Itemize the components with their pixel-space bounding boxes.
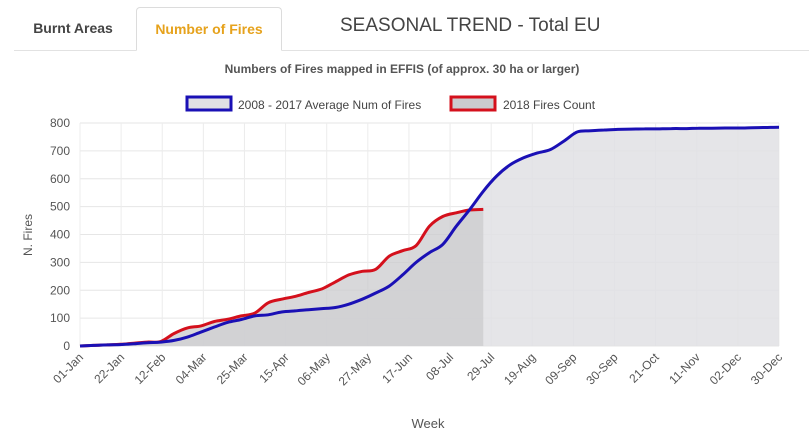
page-title: SEASONAL TREND - Total EU (340, 15, 601, 36)
y-tick-label: 400 (50, 228, 70, 242)
x-tick-label: 29-Jul (464, 350, 497, 383)
x-tick-label: 30-Dec (748, 350, 785, 387)
x-tick-label: 17-Jun (379, 350, 415, 386)
x-axis-label: Week (412, 416, 445, 431)
tab-burnt-areas[interactable]: Burnt Areas (33, 20, 113, 36)
x-tick-label: 06-May (295, 350, 333, 388)
y-tick-label: 200 (50, 283, 70, 297)
y-axis-label: N. Fires (21, 214, 35, 256)
tab-number-of-fires[interactable]: Number of Fires (136, 7, 282, 51)
area-fill-2018 (80, 209, 484, 346)
x-tick-label: 27-May (336, 350, 374, 388)
legend-item-average[interactable]: 2008 - 2017 Average Num of Fires (185, 95, 421, 112)
tabs-bar: Burnt Areas Number of Fires (14, 7, 809, 51)
x-tick-label: 25-Mar (214, 350, 251, 387)
x-axis-ticks: 01-Jan 22-Jan 12-Feb 04-Mar 25-Mar 15-Apr 06-M… (50, 350, 785, 389)
series-line-average (79, 125, 780, 348)
legend-label-average: 2008 - 2017 Average Num of Fires (238, 98, 421, 112)
legend-swatch-average (185, 95, 233, 112)
legend-label-2018: 2018 Fires Count (503, 98, 596, 112)
series-lines (79, 125, 780, 348)
y-tick-label: 600 (50, 172, 70, 186)
y-axis-ticks: 0 100 200 300 400 500 600 700 800 (50, 116, 70, 353)
x-tick-label: 30-Sep (583, 350, 620, 387)
x-tick-label: 04-Mar (173, 350, 210, 387)
x-tick-label: 01-Jan (50, 350, 86, 386)
legend-swatch-2018 (449, 95, 497, 112)
y-tick-label: 0 (63, 339, 70, 353)
y-tick-label: 100 (50, 311, 70, 325)
area-fills (80, 127, 779, 346)
x-tick-label: 21-Oct (626, 350, 662, 386)
y-tick-label: 700 (50, 144, 70, 158)
legend-item-2018[interactable]: 2018 Fires Count (449, 95, 596, 112)
x-tick-label: 08-Jul (423, 350, 456, 383)
x-tick-label: 02-Dec (707, 350, 744, 387)
area-fill-average (80, 127, 779, 346)
x-tick-label: 22-Jan (91, 350, 127, 386)
y-tick-label: 300 (50, 255, 70, 269)
x-tick-label: 12-Feb (132, 350, 169, 387)
x-tick-label: 09-Sep (542, 350, 579, 387)
x-tick-label: 19-Aug (501, 350, 538, 387)
chart-title: Numbers of Fires mapped in EFFIS (of app… (225, 62, 580, 76)
x-tick-label: 15-Apr (256, 350, 291, 385)
y-tick-label: 800 (50, 116, 70, 130)
legend: 2008 - 2017 Average Num of Fires 2018 Fi… (185, 95, 596, 112)
y-tick-label: 500 (50, 200, 70, 214)
x-tick-label: 11-Nov (666, 350, 703, 387)
